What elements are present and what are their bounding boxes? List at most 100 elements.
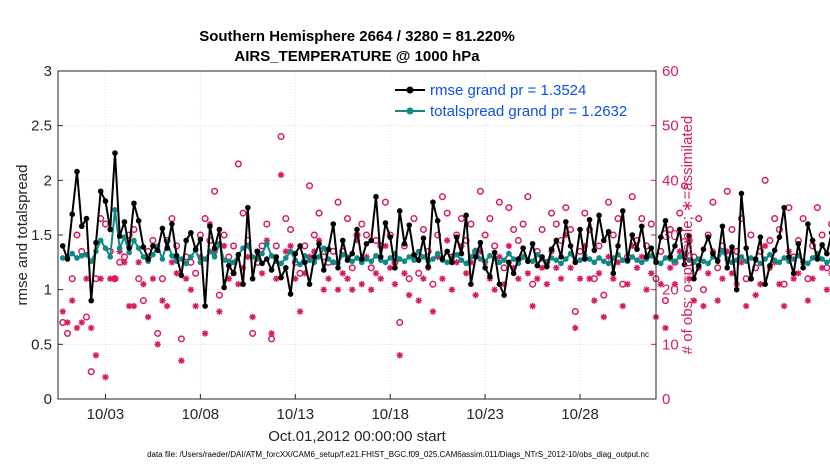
- rmse-point: [458, 250, 465, 257]
- obs-assimilated-point: [368, 286, 375, 293]
- obs-possible-point: [500, 264, 508, 272]
- obs-possible-point: [714, 264, 722, 272]
- totalspread-point: [487, 252, 493, 259]
- rmse-point: [278, 274, 284, 281]
- totalspread-point: [520, 254, 526, 260]
- totalspread-point: [283, 255, 289, 261]
- obs-assimilated-point: [453, 259, 460, 266]
- obs-possible-point: [334, 198, 342, 206]
- obs-assimilated-point: [225, 275, 233, 282]
- rmse-point: [600, 237, 607, 244]
- x-axis-label: Oct.01,2012 00:00:00 start: [268, 428, 446, 445]
- obs-assimilated-point: [690, 297, 698, 304]
- rmse-point: [235, 251, 242, 258]
- obs-possible-point: [818, 231, 826, 239]
- rmse-point: [719, 223, 726, 230]
- obs-possible-point: [201, 215, 209, 223]
- rmse-point: [240, 281, 246, 288]
- rmse-point: [487, 273, 493, 280]
- totalspread-point: [501, 257, 507, 263]
- legend-rmse-marker: [406, 86, 414, 94]
- totalspread-point: [150, 251, 156, 258]
- totalspread-point: [320, 245, 327, 251]
- obs-assimilated-point: [173, 270, 180, 277]
- obs-assimilated-point: [125, 302, 133, 310]
- obs-assimilated-point: [633, 264, 641, 271]
- rmse-point: [643, 254, 650, 260]
- totalspread-point: [748, 255, 754, 261]
- obs-assimilated-point: [505, 242, 513, 250]
- totalspread-point: [776, 259, 783, 266]
- totalspread-point: [809, 255, 816, 261]
- rmse-point: [776, 234, 783, 240]
- rmse-point: [207, 223, 213, 230]
- rmse-point: [748, 275, 754, 282]
- rmse-point: [259, 260, 265, 267]
- obs-assimilated-point: [610, 275, 617, 282]
- rmse-point: [140, 244, 147, 250]
- rmse-point: [401, 240, 408, 247]
- obs-assimilated-point: [396, 352, 403, 359]
- rmse-point: [752, 256, 759, 262]
- obs-assimilated-point: [292, 275, 299, 282]
- totalspread-point: [510, 256, 517, 262]
- obs-possible-point: [230, 242, 238, 250]
- x-axis: 10/03 10/08 10/13 10/18 10/23 10/28: [87, 394, 599, 423]
- obs-possible-point: [538, 225, 546, 234]
- obs-assimilated-point: [605, 253, 612, 261]
- totalspread-point: [591, 259, 598, 266]
- rmse-point: [619, 208, 626, 214]
- rmse-point: [591, 247, 598, 254]
- obs-assimilated-point: [406, 291, 413, 299]
- obs-possible-point: [315, 209, 323, 217]
- y-left-tick-label: 2: [44, 172, 52, 189]
- totalspread-point: [159, 256, 166, 262]
- totalspread-point: [700, 258, 707, 265]
- obs-assimilated-point: [686, 275, 693, 282]
- rmse-point: [629, 232, 636, 238]
- obs-assimilated-point: [306, 253, 313, 261]
- obs-possible-point: [419, 225, 427, 234]
- rmse-point: [335, 265, 341, 271]
- rmse-point: [420, 235, 427, 242]
- obs-possible-point: [305, 182, 314, 190]
- obs-possible-point: [495, 198, 503, 206]
- rmse-point: [544, 263, 550, 270]
- obs-assimilated-point: [268, 330, 275, 337]
- obs-possible-point: [680, 182, 689, 190]
- totalspread-point: [140, 254, 147, 260]
- obs-possible-point: [510, 225, 518, 234]
- rmse-point: [567, 243, 574, 249]
- obs-assimilated-point: [524, 270, 532, 277]
- obs-assimilated-point: [809, 275, 816, 282]
- obs-possible-point: [514, 236, 522, 245]
- obs-possible-point: [571, 307, 579, 316]
- totalspread-point: [738, 254, 745, 260]
- y-axis-left: 0 0.5 1 1.5 2 2.5 3: [31, 63, 63, 408]
- obs-assimilated-point: [562, 231, 570, 239]
- y-right-tick-label: 50: [662, 118, 679, 135]
- totalspread-point: [74, 255, 80, 261]
- obs-possible-point: [828, 220, 830, 228]
- totalspread-point: [211, 254, 218, 260]
- rmse-point: [453, 234, 460, 240]
- rmse-point: [472, 254, 479, 260]
- obs-possible-point: [211, 187, 219, 195]
- rmse-point: [767, 262, 773, 269]
- totalspread-point: [444, 259, 450, 266]
- obs-assimilated-point: [182, 275, 190, 282]
- obs-assimilated-point: [387, 264, 394, 271]
- rmse-point: [154, 247, 161, 254]
- totalspread-point: [368, 258, 375, 265]
- rmse-point: [188, 230, 194, 236]
- y-left-tick-label: 1.5: [31, 227, 52, 244]
- rmse-point: [292, 250, 299, 257]
- rmse-point: [700, 246, 707, 253]
- obs-assimilated-point: [742, 302, 750, 310]
- rmse-point: [59, 243, 66, 249]
- rmse-point: [135, 217, 142, 224]
- rmse-point: [691, 275, 697, 282]
- totalspread-point: [506, 250, 512, 257]
- totalspread-point: [686, 257, 693, 263]
- obs-possible-point: [709, 198, 717, 206]
